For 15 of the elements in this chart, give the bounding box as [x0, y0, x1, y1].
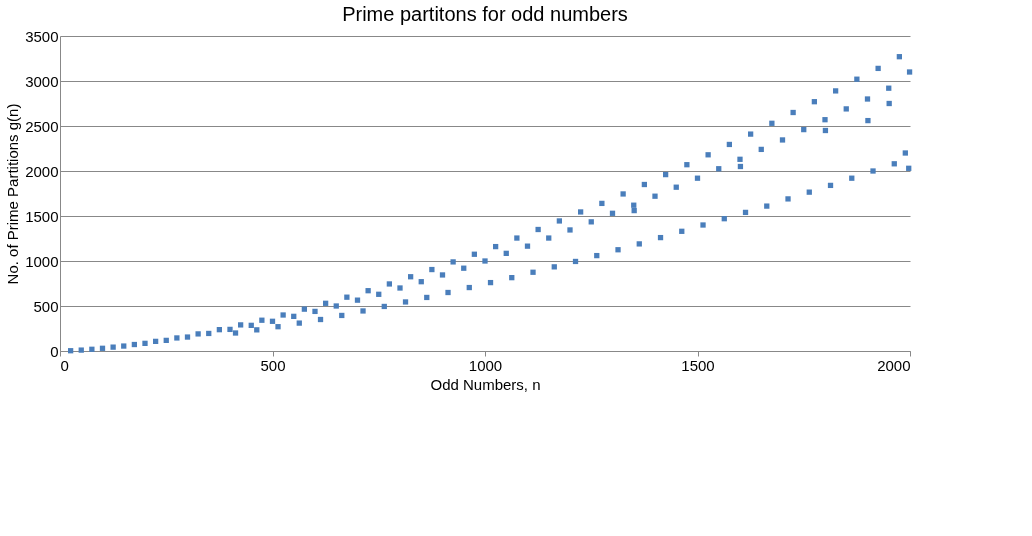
- x-axis-title: Odd Numbers, n: [430, 375, 541, 393]
- y-tick-label: 500: [33, 297, 59, 315]
- chart-title: Prime partitons for odd numbers: [342, 3, 628, 25]
- y-tick-label: 2000: [25, 162, 59, 180]
- x-tick-label: 1500: [681, 356, 715, 374]
- y-axis-title: No. of Prime Partitions g(n): [4, 103, 22, 285]
- y-tick-label: 0: [50, 342, 59, 360]
- y-tick-label: 1000: [25, 252, 59, 270]
- x-tick-label: 1000: [468, 356, 503, 374]
- y-tick-label: 1500: [25, 207, 59, 225]
- y-tick-label: 3000: [25, 72, 59, 90]
- x-tick-label: 2000: [877, 356, 911, 374]
- y-tick-label: 2500: [25, 117, 59, 135]
- x-tick-label: 500: [260, 356, 286, 374]
- y-tick-label: 3500: [25, 27, 59, 45]
